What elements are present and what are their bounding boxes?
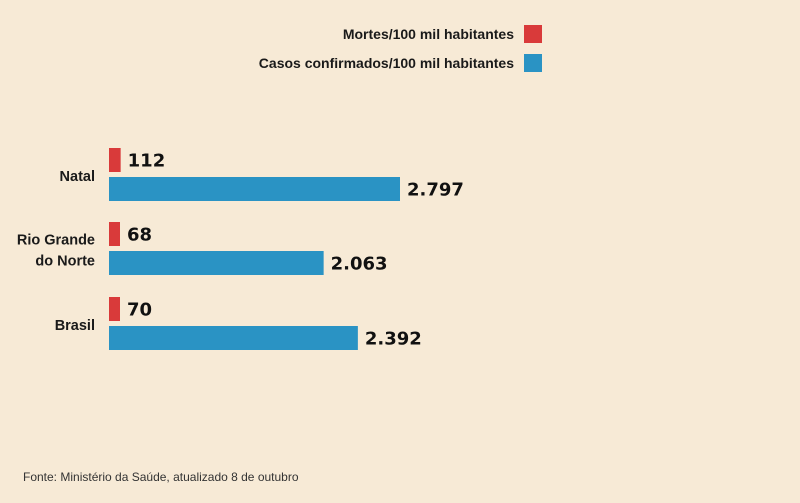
data-label-2-3: 2.392	[365, 329, 422, 350]
legend: Mortes/100 mil habitantes Casos confirmad…	[259, 25, 542, 72]
category-label-2: Rio Grande do Norte	[17, 233, 95, 270]
data-label-1-3: 70	[127, 300, 152, 321]
data-label-2-1: 2.797	[407, 180, 464, 201]
legend-swatch-1	[524, 25, 542, 43]
bar-1-2	[109, 222, 120, 246]
bar-1-3	[109, 297, 120, 321]
bar-2-3	[109, 326, 358, 350]
data-label-1-1: 112	[128, 151, 166, 172]
legend-label-2: Casos confirmados/100 mil habitantes	[259, 55, 514, 71]
data-label-1-2: 68	[127, 225, 152, 246]
bar-1-1	[109, 148, 121, 172]
plot-area: Natal 112 2.797 Rio Grande do Norte 68 2.063 Br…	[17, 148, 464, 350]
legend-swatch-2	[524, 54, 542, 72]
bar-2-1	[109, 177, 400, 201]
data-label-2-2: 2.063	[331, 254, 388, 275]
legend-label-1: Mortes/100 mil habitantes	[343, 26, 514, 42]
category-label-3: Brasil	[55, 318, 95, 334]
bar-2-2	[109, 251, 324, 275]
source-note: Fonte: Ministério da Saúde, atualizado 8…	[23, 470, 299, 484]
category-label-1: Natal	[60, 169, 95, 185]
